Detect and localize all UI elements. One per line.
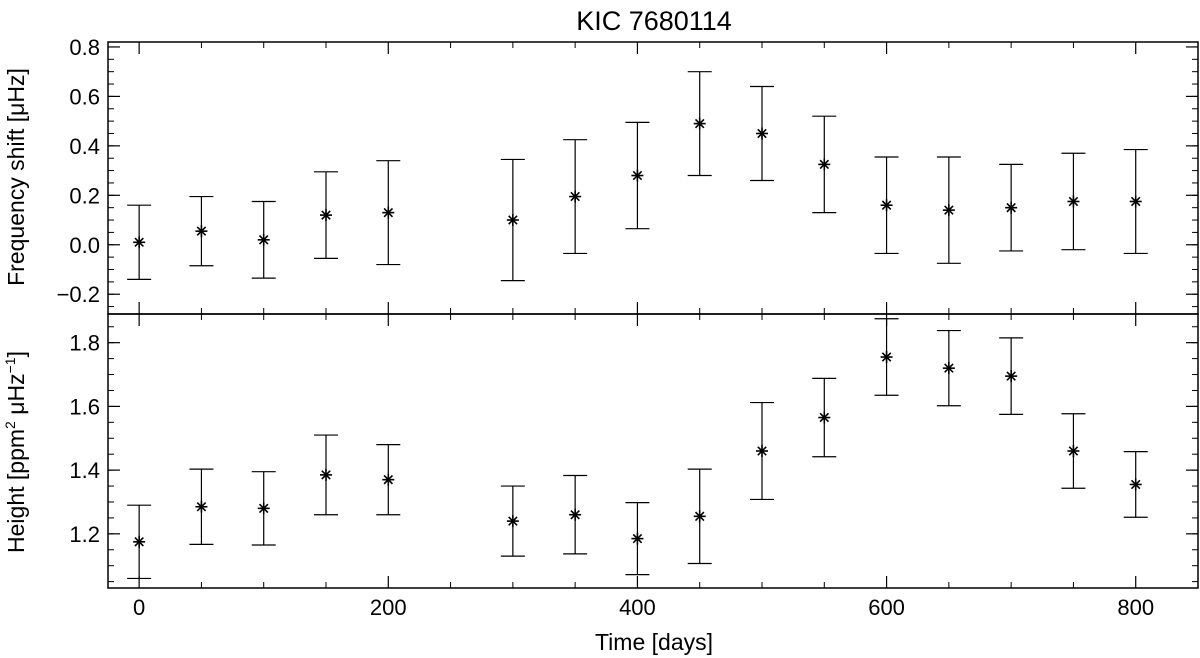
asterisk-marker: [756, 445, 768, 457]
asterisk-marker: [880, 351, 893, 364]
data-point: [500, 485, 525, 557]
asterisk-marker: [569, 508, 582, 521]
y-tick-label: 0.4: [69, 134, 100, 159]
asterisk-marker: [320, 209, 332, 222]
data-point: [563, 474, 588, 555]
data-point: [812, 115, 837, 214]
x-tick-label: 800: [1117, 595, 1154, 620]
data-point: [750, 401, 774, 501]
x-tick-label: 600: [868, 595, 905, 620]
data-point: [127, 504, 152, 580]
asterisk-marker: [1129, 195, 1142, 208]
asterisk-marker: [506, 214, 519, 227]
y-tick-label: 1.2: [69, 522, 100, 547]
y-tick-label: 1.4: [69, 458, 100, 483]
data-point: [189, 195, 214, 267]
asterisk-marker: [133, 236, 146, 249]
data-point: [1123, 148, 1148, 255]
asterisk-marker: [1129, 478, 1142, 491]
asterisk-marker: [133, 535, 146, 548]
data-point: [687, 71, 712, 177]
y-tick-label: 0.2: [69, 183, 100, 208]
data-point: [314, 434, 338, 516]
data-point: [936, 329, 961, 407]
panel-frequency-shift: −0.2 0.0 0.2 0.4 0.6 0.8: [57, 35, 1199, 315]
data-point: [376, 160, 401, 266]
data-point: [500, 158, 525, 282]
asterisk-marker: [1067, 195, 1080, 208]
asterisk-marker: [195, 225, 208, 238]
y-tick-label: 0.0: [69, 233, 100, 258]
data-point: [376, 444, 401, 516]
panel-height: 1.2 1.4 1.6 1.8 0 200 400 600 800: [69, 313, 1199, 620]
y-tick-label: 1.6: [69, 394, 100, 419]
x-tick-label: 400: [619, 595, 656, 620]
data-point: [1123, 451, 1148, 518]
data-point: [625, 121, 650, 230]
asterisk-marker: [569, 190, 582, 203]
data-point: [874, 318, 899, 396]
chart-title: KIC 7680114: [576, 6, 732, 36]
asterisk-marker: [195, 500, 208, 513]
data-point: [999, 163, 1024, 252]
asterisk-marker: [818, 158, 831, 171]
data-point: [251, 471, 276, 546]
x-tick-label: 0: [133, 595, 145, 620]
asterisk-marker: [818, 411, 831, 424]
asterisk-marker: [942, 204, 955, 217]
asterisk-marker: [1067, 445, 1080, 457]
y-tick-label: −0.2: [57, 282, 100, 307]
data-point: [936, 156, 961, 264]
data-point: [127, 204, 152, 280]
asterisk-marker: [693, 510, 706, 523]
asterisk-marker: [631, 532, 644, 545]
data-point: [251, 200, 276, 279]
asterisk-marker: [631, 169, 644, 182]
asterisk-marker: [382, 473, 395, 486]
x-axis-label: Time [days]: [595, 629, 713, 655]
data-point: [750, 85, 774, 182]
asterisk-marker: [320, 468, 332, 481]
asterisk-marker: [257, 233, 270, 246]
asterisk-marker: [693, 117, 706, 130]
y-axis-label-frequency-shift: Frequency shift [μHz]: [3, 68, 29, 286]
y-tick-label: 0.6: [69, 84, 100, 109]
data-point: [314, 171, 338, 259]
asterisk-marker: [506, 515, 519, 528]
plot-frame: [107, 41, 1199, 315]
x-tick-label: 200: [370, 595, 407, 620]
data-point: [625, 502, 650, 576]
y-tick-label: 0.8: [69, 35, 100, 60]
asterisk-marker: [257, 502, 270, 515]
data-point: [1061, 413, 1086, 489]
data-point: [189, 468, 214, 545]
asterisk-marker: [382, 206, 395, 219]
asterisk-marker: [756, 127, 768, 140]
y-tick-label: 1.8: [69, 331, 100, 356]
data-point: [687, 468, 712, 565]
asterisk-marker: [1005, 201, 1018, 214]
data-point: [812, 377, 837, 458]
data-point: [999, 337, 1024, 415]
y-axis-label-height: Height [ppm2 μHz−1]: [2, 351, 29, 553]
data-point: [874, 156, 899, 255]
asterisk-marker: [1005, 370, 1018, 383]
plot-frame: [107, 313, 1199, 589]
data-point: [563, 139, 588, 255]
asterisk-marker: [880, 199, 893, 212]
data-point: [1061, 152, 1086, 251]
asterisk-marker: [942, 362, 955, 375]
